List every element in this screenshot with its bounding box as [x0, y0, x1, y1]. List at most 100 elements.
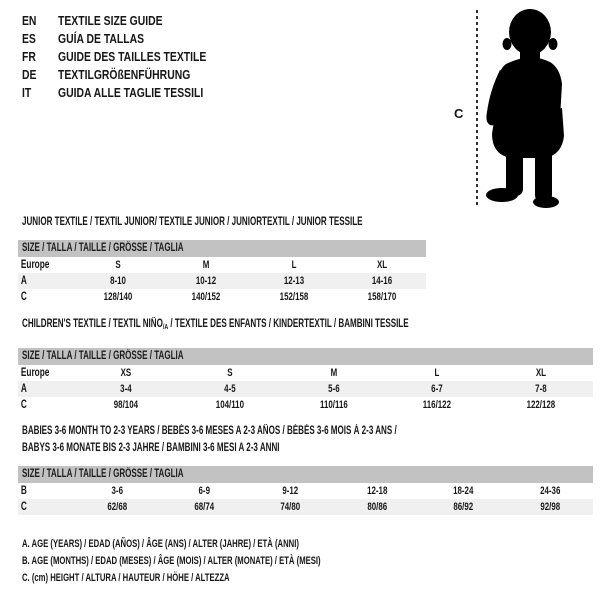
table-row: A 3-4 4-5 5-6 6-7 7-8 — [18, 381, 593, 397]
table-cell: 14-16 — [371, 275, 393, 287]
baby-silhouette-icon — [486, 9, 564, 208]
children-title-subscript: /A — [162, 322, 169, 331]
table-cell: 80/86 — [366, 501, 387, 513]
table-cell: 158/170 — [367, 291, 397, 303]
lang-title: TEXTILE SIZE GUIDE — [58, 13, 163, 28]
footnote-b: B. AGE (MONTHS) / EDAD (MESES) / ÂGE (MO… — [22, 553, 449, 570]
language-title-list: EN TEXTILE SIZE GUIDE ES GUÍA DE TALLAS … — [22, 12, 243, 102]
table-cell: 12-13 — [283, 275, 305, 287]
size-header-bar: SIZE / TALLA / TAILLE / GRÖSSE / TAGLIA — [18, 348, 593, 365]
row-label: Europe — [20, 367, 50, 379]
table-cell: L — [291, 259, 297, 271]
table-cell: XL — [536, 367, 547, 379]
children-title-after: / TEXTILE DES ENFANTS / KINDERTEXTIL / B… — [168, 318, 409, 330]
size-header-text: SIZE / TALLA / TAILLE / GRÖSSE / TAGLIA — [22, 242, 184, 254]
table-cell: 74/80 — [280, 501, 301, 513]
row-label: B — [20, 485, 27, 497]
footnote-legend: A. AGE (YEARS) / EDAD (AÑOS) / ÂGE (ANS)… — [22, 536, 449, 588]
table-cell: M — [202, 259, 210, 271]
footnote-b-text: B. AGE (MONTHS) / EDAD (MESES) / ÂGE (MO… — [22, 555, 321, 568]
height-measure-label: C — [454, 106, 464, 121]
table-cell: 122/128 — [526, 399, 556, 411]
table-cell: 92/98 — [539, 501, 560, 513]
children-table-title: CHILDREN'S TEXTILE / TEXTIL NIÑO/A / TEX… — [22, 316, 574, 335]
lang-title: TEXTILGRÖßENFÜHRUNG — [58, 67, 191, 82]
lang-row-it: IT GUIDA ALLE TAGLIE TESSILI — [22, 84, 243, 102]
table-cell: 9-12 — [282, 485, 299, 497]
children-title-before: CHILDREN'S TEXTILE / TEXTIL NIÑO — [22, 318, 163, 330]
height-dashed-line — [476, 10, 478, 207]
table-cell: 7-8 — [535, 383, 547, 395]
children-table-title-text: CHILDREN'S TEXTILE / TEXTIL NIÑO/A / TEX… — [22, 316, 409, 335]
table-cell: 18-24 — [453, 485, 474, 497]
table-cell: 12-18 — [366, 485, 387, 497]
junior-table-title-text: JUNIOR TEXTILE / TEXTIL JUNIOR/ TEXTILE … — [22, 216, 363, 228]
table-row: B 3-6 6-9 9-12 12-18 18-24 24-36 — [18, 483, 593, 499]
table-cell: 116/122 — [423, 399, 452, 411]
size-header-text: SIZE / TALLA / TAILLE / GRÖSSE / TAGLIA — [22, 350, 184, 362]
lang-row-fr: FR GUIDE DES TAILLES TEXTILE — [22, 48, 243, 66]
footnote-a: A. AGE (YEARS) / EDAD (AÑOS) / ÂGE (ANS)… — [22, 536, 449, 553]
babies-table-rows: B 3-6 6-9 9-12 12-18 18-24 24-36 C 62/68 68/74 74/… — [18, 483, 593, 515]
table-cell: 68/74 — [193, 501, 214, 513]
babies-size-table: SIZE / TALLA / TAILLE / GRÖSSE / TAGLIA … — [18, 466, 593, 515]
table-row: Europe XS S M L XL — [18, 365, 593, 381]
table-cell: S — [115, 259, 121, 271]
junior-table-rows: Europe S M L XL A 8-10 10-12 12-13 14-16 C 128/140 1… — [18, 257, 426, 305]
row-label: A — [20, 275, 27, 287]
footnote-a-text: A. AGE (YEARS) / EDAD (AÑOS) / ÂGE (ANS)… — [22, 538, 299, 550]
table-row: A 8-10 10-12 12-13 14-16 — [18, 273, 426, 289]
lang-row-en: EN TEXTILE SIZE GUIDE — [22, 12, 243, 30]
table-cell: S — [227, 367, 233, 379]
table-cell: 5-6 — [327, 383, 340, 395]
table-cell: 24-36 — [539, 485, 560, 497]
table-cell: 62/68 — [107, 501, 128, 513]
row-label: C — [20, 291, 27, 303]
table-row: C 62/68 68/74 74/80 80/86 86/92 92/98 — [18, 499, 593, 515]
lang-code: DE — [22, 67, 37, 82]
junior-table-title: JUNIOR TEXTILE / TEXTIL JUNIOR/ TEXTILE … — [22, 214, 508, 231]
row-label: Europe — [20, 259, 50, 271]
children-table-rows: Europe XS S M L XL A 3-4 4-5 5-6 6-7 7-8 C 98/104 104/… — [18, 365, 593, 413]
table-cell: 152/158 — [279, 291, 309, 303]
table-cell: 6-7 — [431, 383, 444, 395]
table-cell: 98/104 — [113, 399, 139, 411]
table-cell: 128/140 — [103, 291, 133, 303]
junior-size-table: SIZE / TALLA / TAILLE / GRÖSSE / TAGLIA … — [18, 240, 426, 305]
lang-code: IT — [22, 85, 32, 100]
table-cell: 10-12 — [195, 275, 217, 287]
size-header-text: SIZE / TALLA / TAILLE / GRÖSSE / TAGLIA — [22, 468, 184, 480]
children-size-table: SIZE / TALLA / TAILLE / GRÖSSE / TAGLIA … — [18, 348, 593, 413]
lang-code: ES — [22, 31, 36, 46]
lang-row-es: ES GUÍA DE TALLAS — [22, 30, 243, 48]
table-cell: 110/116 — [319, 399, 348, 411]
lang-code: EN — [22, 13, 37, 28]
babies-title-line2: BABYS 3-6 MONATE BIS 2-3 JAHRE / BAMBINI… — [22, 442, 280, 454]
table-cell: 4-5 — [223, 383, 236, 395]
lang-row-de: DE TEXTILGRÖßENFÜHRUNG — [22, 66, 243, 84]
row-label: A — [20, 383, 27, 395]
table-cell: M — [330, 367, 337, 379]
babies-table-title: BABIES 3-6 MONTH TO 2-3 YEARS / BEBÉS 3-… — [22, 423, 557, 457]
table-cell: 3-6 — [111, 485, 123, 497]
table-row: C 98/104 104/110 110/116 116/122 122/128 — [18, 397, 593, 413]
footnote-c: C. (cm) HEIGHT / ALTURA / HAUTEUR / HÖHE… — [22, 570, 449, 587]
table-row: C 128/140 140/152 152/158 158/170 — [18, 289, 426, 305]
size-header-bar: SIZE / TALLA / TAILLE / GRÖSSE / TAGLIA — [18, 466, 593, 483]
row-label: C — [20, 399, 27, 411]
table-cell: XL — [376, 259, 388, 271]
table-cell: 86/92 — [453, 501, 474, 513]
table-row: Europe S M L XL — [18, 257, 426, 273]
lang-code: FR — [22, 49, 36, 64]
lang-title: GUIDE DES TAILLES TEXTILE — [58, 49, 207, 64]
footnote-c-text: C. (cm) HEIGHT / ALTURA / HAUTEUR / HÖHE… — [22, 572, 230, 585]
table-cell: L — [434, 367, 440, 379]
table-cell: 8-10 — [110, 275, 126, 287]
table-cell: 140/152 — [191, 291, 221, 303]
table-cell: 6-9 — [198, 485, 210, 497]
lang-title: GUÍA DE TALLAS — [58, 31, 145, 46]
babies-title-line1: BABIES 3-6 MONTH TO 2-3 YEARS / BEBÉS 3-… — [22, 425, 397, 437]
table-cell: 104/110 — [215, 399, 244, 411]
row-label: C — [20, 501, 27, 513]
